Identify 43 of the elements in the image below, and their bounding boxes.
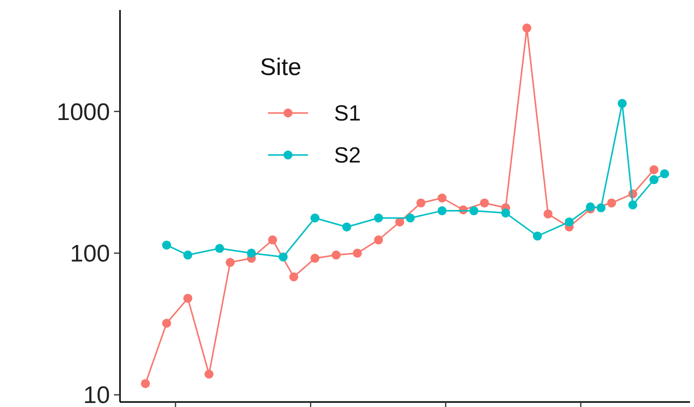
point: [289, 272, 298, 282]
point: [246, 248, 256, 258]
point: [162, 240, 172, 250]
point: [183, 250, 192, 260]
y-tick-label: 10: [83, 382, 110, 407]
point: [438, 206, 447, 216]
point: [564, 217, 574, 226]
point: [406, 214, 415, 223]
point: [342, 222, 352, 232]
point: [215, 244, 224, 253]
point: [596, 203, 606, 212]
point: [140, 379, 150, 388]
point: [660, 169, 670, 178]
point: [268, 235, 278, 244]
point: [501, 208, 510, 218]
point: [469, 206, 478, 216]
point: [416, 198, 426, 208]
legend-title: Site: [260, 54, 302, 81]
point: [332, 250, 341, 260]
point: [628, 200, 638, 210]
point: [374, 214, 384, 223]
point: [162, 318, 172, 328]
point: [204, 370, 214, 379]
point: [480, 198, 489, 208]
point: [649, 165, 658, 174]
point: [183, 294, 192, 303]
point: [607, 198, 616, 208]
point: [649, 175, 658, 184]
point: [618, 98, 627, 108]
legend-label: S1: [334, 100, 361, 126]
point: [532, 232, 542, 241]
point: [522, 24, 532, 33]
y-tick-label: 100: [70, 240, 110, 268]
point: [310, 254, 320, 263]
point: [352, 248, 362, 258]
point: [226, 258, 235, 267]
point: [438, 194, 447, 202]
point: [374, 235, 384, 244]
point: [544, 209, 553, 218]
y-tick-label: 1000: [56, 98, 110, 126]
point: [310, 214, 320, 223]
legend-label: S2: [334, 142, 361, 168]
point: [278, 252, 288, 262]
